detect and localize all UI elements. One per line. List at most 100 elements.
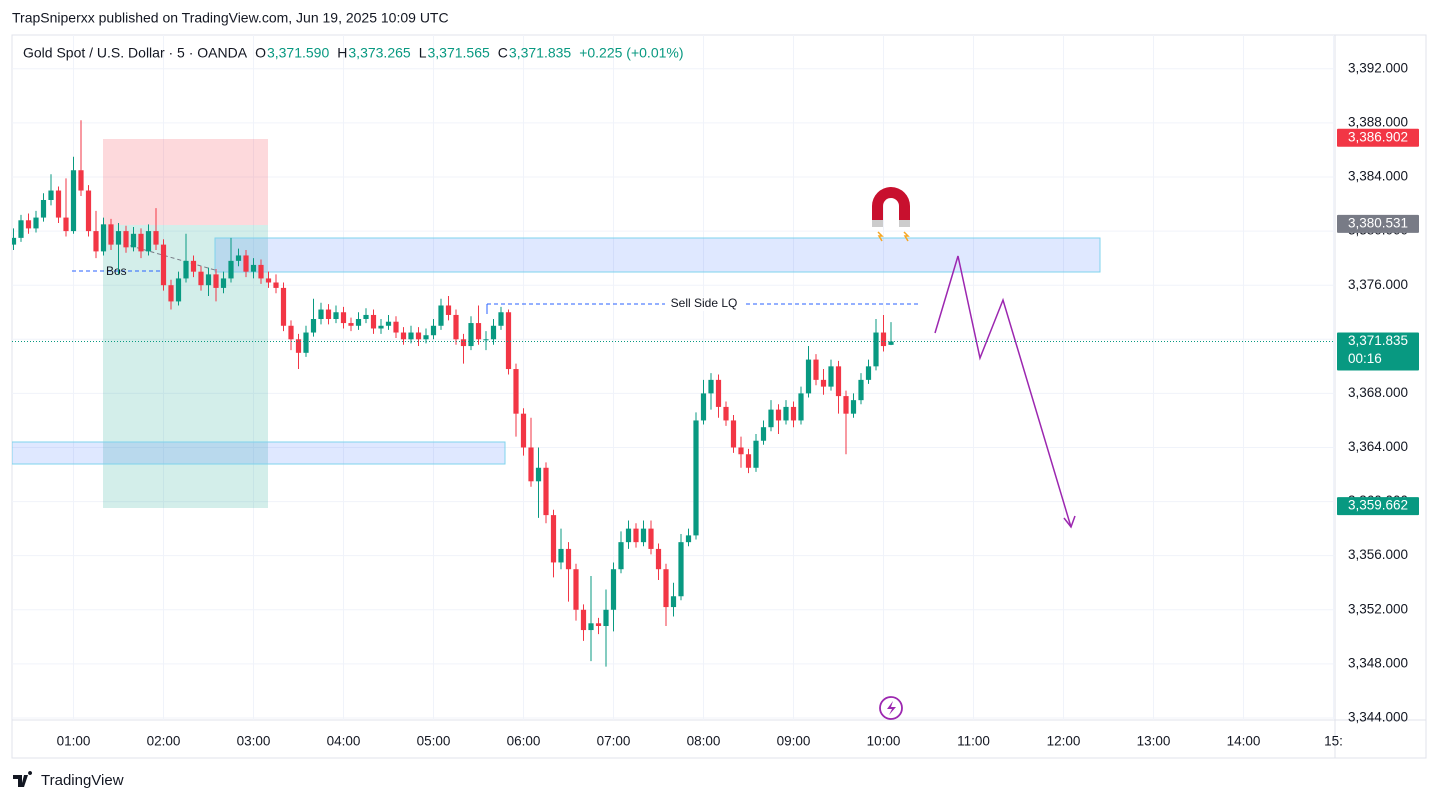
candle-body [130,233,137,248]
candle-body [535,467,542,482]
candle-body [393,321,399,333]
candle-body [513,369,519,414]
x-tick-label: 15: [1324,734,1343,749]
candle-body [573,569,579,610]
candle-body [183,260,189,279]
legend: Gold Spot / U.S. Dollar · 5 · OANDA O 3,37… [23,45,684,61]
candle-body [378,325,384,329]
candle-body [790,406,797,421]
drawings [12,139,1101,529]
candle-body [498,312,504,326]
candle-body [288,325,294,340]
candle-body [655,548,662,570]
candle-body [753,440,759,468]
candle-body [745,454,752,468]
candle-body [490,325,497,340]
candle-body [228,260,234,279]
candle-body [610,569,617,610]
x-tick-label: 03:00 [237,734,271,749]
x-tick-label: 14:00 [1227,734,1261,749]
price-label-bg [1337,214,1419,233]
lightning-icon[interactable] [879,696,903,720]
price-label: 3,371.835 [1348,333,1408,348]
stop-zone [103,139,268,225]
candle-body [430,325,437,336]
candle-body [310,319,317,333]
price-label-bg [1337,497,1419,516]
candle-body [333,312,339,320]
candle-body [213,274,219,288]
candle-body [48,190,54,200]
brand: TradingView [13,771,124,789]
candle-body [280,287,287,326]
candle-body [25,220,32,229]
candle-body [475,323,482,340]
legend-l-key: L [419,45,427,61]
candle-body [423,335,429,340]
candle-body [400,332,407,340]
candle-body [820,379,827,387]
x-tick-label: 06:00 [507,734,541,749]
candle-body [78,170,84,191]
candle-body [670,596,677,608]
candle-body [595,623,602,627]
candle-body [468,323,474,347]
trend-line [109,239,216,271]
candle-body [340,312,347,324]
price-label: 3,359.662 [1348,498,1408,513]
candle-body [453,314,459,340]
x-tick-label: 12:00 [1047,734,1081,749]
projection-arrow [1063,515,1076,529]
grid [12,35,1335,720]
candle-body [363,314,369,320]
candle-body [115,231,122,245]
candle-body [783,406,789,421]
candle-body [738,447,744,455]
x-tick-label: 02:00 [147,734,181,749]
legend-h-key: H [337,45,347,61]
publisher: TrapSniperxx published on TradingView.co… [12,10,449,26]
candle-body [730,420,737,448]
y-tick-label: 3,352.000 [1348,601,1408,616]
candle-body [243,255,249,272]
candle-body [93,231,99,252]
x-tick-label: 01:00 [57,734,91,749]
candle-body [295,339,302,353]
candle-body [768,409,774,428]
candle-body [168,285,174,302]
x-tick-label: 08:00 [687,734,721,749]
candle-body [888,341,894,345]
candle-body [685,535,692,543]
x-tick-label: 13:00 [1137,734,1171,749]
legend-symbol: Gold Spot / U.S. Dollar · 5 · OANDA [23,45,248,61]
candle-body [723,406,729,421]
candle-body [550,515,557,563]
candle-body [505,312,512,370]
candles [12,120,1335,667]
candle-body [760,427,767,441]
y-tick-label: 3,364.000 [1348,439,1408,454]
sell-side-label: Sell Side LQ [671,296,738,310]
candle-body [580,609,587,631]
label-bg [665,297,743,311]
candle-body [370,314,377,329]
candle-body [798,393,804,421]
candle-body [153,231,159,245]
demand-zone [12,441,506,465]
candle-body [633,528,639,543]
y-tick-label: 3,344.000 [1348,710,1408,725]
magnet-icon [872,187,910,242]
price-label-bg [1337,332,1419,371]
candle-body [438,305,444,326]
candle-body [205,274,212,286]
candle-body [70,170,77,232]
candle-body [543,467,549,516]
candle-body [348,323,354,326]
x-tick-label: 11:00 [957,734,990,749]
candle-body [805,359,812,394]
candle-body [273,282,279,288]
candle-body [108,224,114,245]
candle-body [625,528,632,543]
candle-body [835,366,842,397]
x-tick-label: 10:00 [867,734,901,749]
